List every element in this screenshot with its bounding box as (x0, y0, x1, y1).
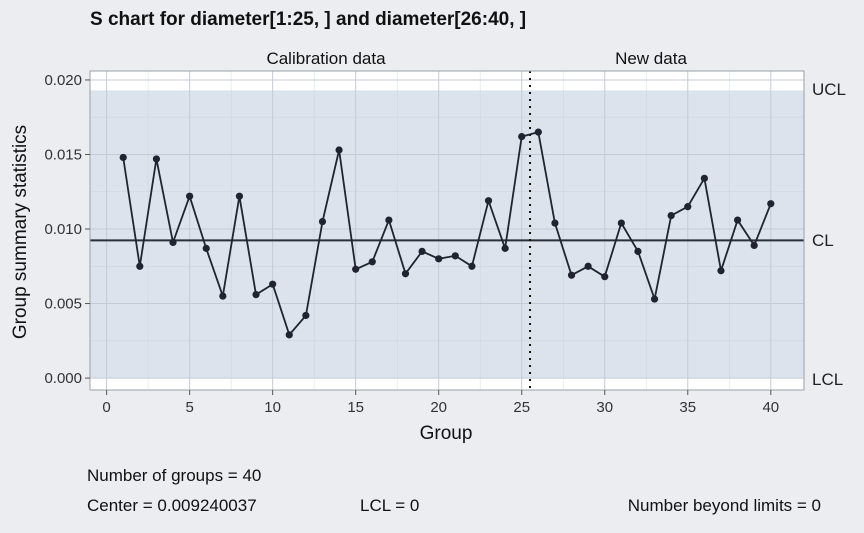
series-line (122, 130, 772, 337)
y-tick-label: 0.010 (44, 221, 82, 238)
plot-background (90, 71, 804, 390)
y-tick-label: 0.020 (44, 72, 82, 89)
data-point (302, 311, 310, 320)
plot-border (89, 70, 805, 391)
stat-number-of-groups: Number of groups = 40 (87, 466, 261, 485)
data-series (119, 128, 775, 339)
data-point (684, 203, 692, 211)
data-point (484, 197, 493, 205)
x-tick-label: 30 (596, 399, 613, 416)
control-limits (90, 71, 804, 390)
data-point (750, 241, 758, 250)
data-point (667, 211, 675, 220)
data-point (501, 244, 509, 252)
control-limits-band (90, 90, 804, 379)
data-point (468, 262, 476, 270)
y-tick-label: 0.005 (44, 296, 82, 313)
x-tick-label: 25 (513, 399, 530, 416)
data-point (435, 255, 443, 263)
data-point (534, 128, 542, 136)
x-axis-label: Group (420, 423, 473, 444)
data-point (767, 200, 775, 208)
data-point (634, 247, 642, 255)
y-axis-label: Group summary statistics (10, 125, 31, 339)
data-point (235, 192, 244, 200)
data-point (269, 280, 277, 288)
stat-lcl: LCL = 0 (360, 496, 419, 515)
data-point (401, 270, 410, 278)
data-point (136, 262, 144, 270)
data-point (567, 271, 576, 279)
x-tick-label: 15 (347, 399, 364, 416)
data-point (368, 258, 376, 266)
data-point (252, 290, 260, 299)
data-point (385, 216, 393, 224)
y-tick-label: 0.015 (44, 146, 82, 163)
data-point (219, 292, 227, 300)
data-point (119, 153, 127, 162)
data-point (418, 247, 426, 255)
data-point (186, 192, 194, 200)
stat-center: Center = 0.009240037 (87, 496, 257, 515)
data-point (318, 217, 327, 226)
data-point (169, 238, 177, 247)
data-point (717, 267, 725, 275)
cl-label: CL (812, 231, 834, 250)
x-tick-label: 5 (185, 399, 193, 416)
phase-label-new: New data (615, 49, 687, 68)
data-point (650, 295, 659, 303)
data-point (601, 273, 609, 281)
lcl-label: LCL (812, 370, 843, 389)
data-point (152, 155, 161, 163)
data-point (451, 252, 459, 260)
x-tick-label: 0 (102, 399, 110, 416)
data-point (285, 331, 293, 339)
phase-label-calibration: Calibration data (266, 49, 386, 68)
data-point (202, 244, 210, 252)
data-point (352, 265, 360, 273)
chart-title: S chart for diameter[1:25, ] and diamete… (90, 9, 526, 30)
data-point (551, 219, 559, 227)
x-tick-label: 10 (264, 399, 281, 416)
x-tick-label: 20 (430, 399, 447, 416)
stat-beyond-limits: Number beyond limits = 0 (628, 496, 821, 515)
axes: 0 5 10 15 20 25 30 35 40 0.000 0.005 0.010 0.015 0.02… (44, 70, 805, 416)
data-point (584, 262, 592, 270)
data-point (335, 146, 343, 154)
data-point (617, 219, 625, 227)
grid-lines (90, 71, 804, 390)
data-point (733, 216, 742, 224)
data-point (518, 132, 526, 141)
data-point (700, 174, 708, 182)
x-tick-label: 35 (679, 399, 696, 416)
ucl-label: UCL (812, 80, 846, 99)
x-tick-label: 40 (762, 399, 779, 416)
y-tick-label: 0.000 (44, 370, 82, 387)
